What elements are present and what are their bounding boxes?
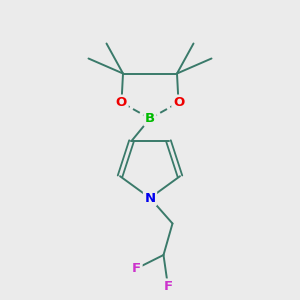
Text: N: N bbox=[144, 191, 156, 205]
Text: O: O bbox=[116, 96, 127, 109]
Text: B: B bbox=[145, 112, 155, 125]
Text: F: F bbox=[132, 262, 141, 275]
Text: O: O bbox=[173, 96, 184, 109]
Text: F: F bbox=[164, 280, 172, 293]
